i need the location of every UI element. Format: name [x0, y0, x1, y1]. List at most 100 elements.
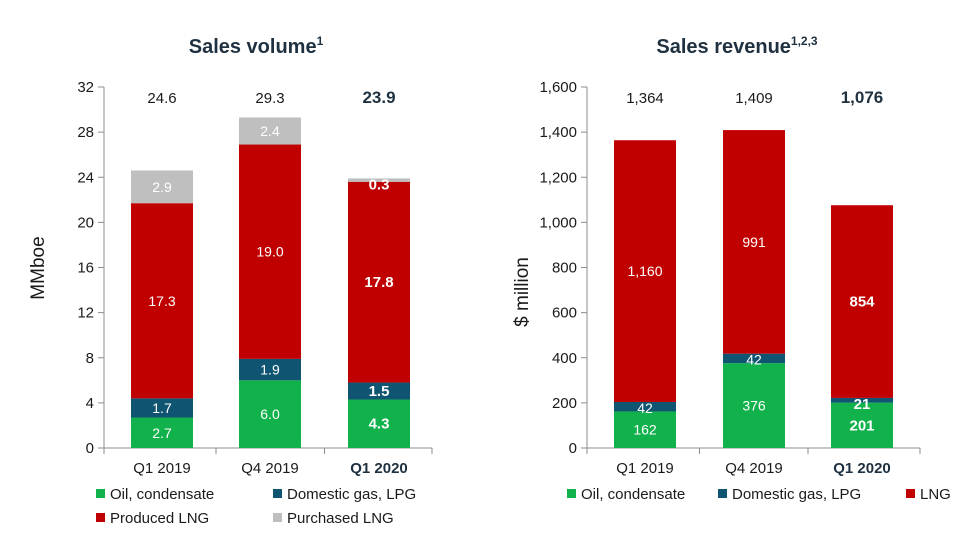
legend-label: Oil, condensate	[110, 486, 214, 503]
bar-total-label: 1,076	[841, 88, 884, 107]
bar-total-label: 23.9	[362, 88, 395, 107]
x-tick-label: Q1 2019	[616, 460, 674, 477]
y-tick-label: 8	[86, 350, 94, 367]
bar-segment-purchased-lng	[348, 178, 410, 182]
y-tick-label: 200	[552, 395, 577, 412]
y-tick-label: 28	[77, 124, 94, 141]
chart-title: Sales volume1	[189, 34, 324, 58]
legend-item: Domestic gas, LPG	[273, 486, 416, 503]
bar-segment-purchased-lng	[239, 117, 301, 145]
bar-segment-label: 6.0	[260, 406, 280, 422]
y-tick-label: 600	[552, 305, 577, 322]
legend-label: Produced LNG	[110, 510, 209, 527]
bar-segment-label: 2.7	[152, 425, 172, 441]
x-tick-label: Q4 2019	[725, 460, 783, 477]
y-tick-label: 1,600	[539, 79, 577, 96]
bar-segment-domestic-gas-lpg	[614, 401, 676, 412]
x-tick-label: Q1 2020	[833, 460, 891, 477]
y-tick-label: 400	[552, 350, 577, 367]
legend-swatch	[906, 489, 915, 498]
bar-segment-label: 854	[849, 294, 875, 311]
x-tick-label: Q1 2020	[350, 460, 408, 477]
bar-segment-label: 19.0	[256, 244, 283, 260]
bar-segment-label: 1.7	[152, 400, 172, 416]
bar-segment-label: 17.3	[148, 293, 175, 309]
bar-segment-label: 201	[849, 417, 874, 434]
y-axis-label: MMboe	[28, 236, 49, 299]
y-tick-label: 20	[77, 214, 94, 231]
legend-label: LNG	[920, 486, 951, 503]
y-tick-label: 16	[77, 260, 94, 277]
bar-total-label: 1,364	[626, 90, 664, 107]
chart-title: Sales revenue1,2,3	[656, 34, 818, 58]
legend-item: Purchased LNG	[273, 510, 394, 527]
bar-segment-domestic-gas-lpg	[131, 398, 193, 418]
legend-item: Oil, condensate	[96, 486, 214, 503]
bar-segment-domestic-gas-lpg	[831, 397, 893, 403]
y-tick-label: 1,400	[539, 124, 577, 141]
legend-item: Domestic gas, LPG	[718, 486, 861, 503]
bar-segment-label: 0.3	[369, 176, 390, 193]
legend-label: Purchased LNG	[287, 510, 394, 527]
y-tick-label: 12	[77, 305, 94, 322]
bar-segment-label: 162	[633, 422, 657, 438]
bar-segment-oil-condensate	[614, 411, 676, 448]
bar-total-label: 24.6	[147, 90, 176, 107]
bar-segment-label: 4.3	[369, 416, 390, 433]
bar-segment-label: 17.8	[364, 274, 393, 291]
y-tick-label: 0	[86, 440, 94, 457]
y-tick-label: 1,000	[539, 214, 577, 231]
bar-segment-oil-condensate	[239, 380, 301, 448]
legend-swatch	[96, 513, 105, 522]
legend-swatch	[273, 489, 282, 498]
bar-total-label: 29.3	[255, 90, 284, 107]
legend-label: Oil, condensate	[581, 486, 685, 503]
y-tick-label: 800	[552, 260, 577, 277]
bar-segment-domestic-gas-lpg	[348, 382, 410, 400]
bar-segment-oil-condensate	[831, 402, 893, 448]
bar-segment-label: 42	[746, 352, 762, 368]
bar-segment-label: 21	[854, 396, 871, 413]
title-superscript: 1	[317, 34, 324, 48]
legend-label: Domestic gas, LPG	[287, 486, 416, 503]
bar-segment-lng	[831, 205, 893, 398]
y-tick-label: 1,200	[539, 169, 577, 186]
bar-segment-produced-lng	[348, 181, 410, 383]
chart-sales-volume: Sales volume1 MMboe 0 4 8 12 16 20 24 28 32 2.7 1.7 1…	[28, 34, 433, 527]
y-tick-label: 4	[86, 395, 94, 412]
x-tick-label: Q4 2019	[241, 460, 299, 477]
legend-item: LNG	[906, 486, 951, 503]
legend-item: Produced LNG	[96, 510, 209, 527]
legend-swatch	[96, 489, 105, 498]
x-tick-label: Q1 2019	[133, 460, 191, 477]
legend-swatch	[273, 513, 282, 522]
bar-segment-label: 376	[742, 398, 766, 414]
bar-segment-lng	[614, 140, 676, 402]
chart-sales-revenue: Sales revenue1,2,3 $ million 0 200 400 600 800…	[512, 34, 951, 503]
bar-segment-oil-condensate	[348, 399, 410, 448]
bar-segment-domestic-gas-lpg	[723, 353, 785, 364]
legend-label: Domestic gas, LPG	[732, 486, 861, 503]
bar-segment-label: 2.4	[260, 123, 280, 139]
bar-segment-label: 1.5	[369, 383, 390, 400]
legend-swatch	[567, 489, 576, 498]
legend-swatch	[718, 489, 727, 498]
bar-segment-lng	[723, 130, 785, 354]
y-tick-label: 24	[77, 169, 94, 186]
bar-segment-label: 42	[637, 400, 653, 416]
y-tick-label: 32	[77, 79, 94, 96]
bar-total-label: 1,409	[735, 90, 773, 107]
bar-segment-label: 2.9	[152, 179, 172, 195]
y-tick-label: 0	[569, 440, 577, 457]
bar-segment-label: 991	[742, 234, 766, 250]
bar-segment-domestic-gas-lpg	[239, 358, 301, 381]
bar-segment-label: 1.9	[260, 362, 280, 378]
legend-item: Oil, condensate	[567, 486, 685, 503]
bar-segment-oil-condensate	[131, 417, 193, 448]
bar-segment-produced-lng	[131, 203, 193, 399]
bar-segment-purchased-lng	[131, 170, 193, 204]
bar-segment-label: 1,160	[627, 263, 662, 279]
y-axis-label: $ million	[512, 257, 533, 327]
bar-segment-produced-lng	[239, 144, 301, 359]
